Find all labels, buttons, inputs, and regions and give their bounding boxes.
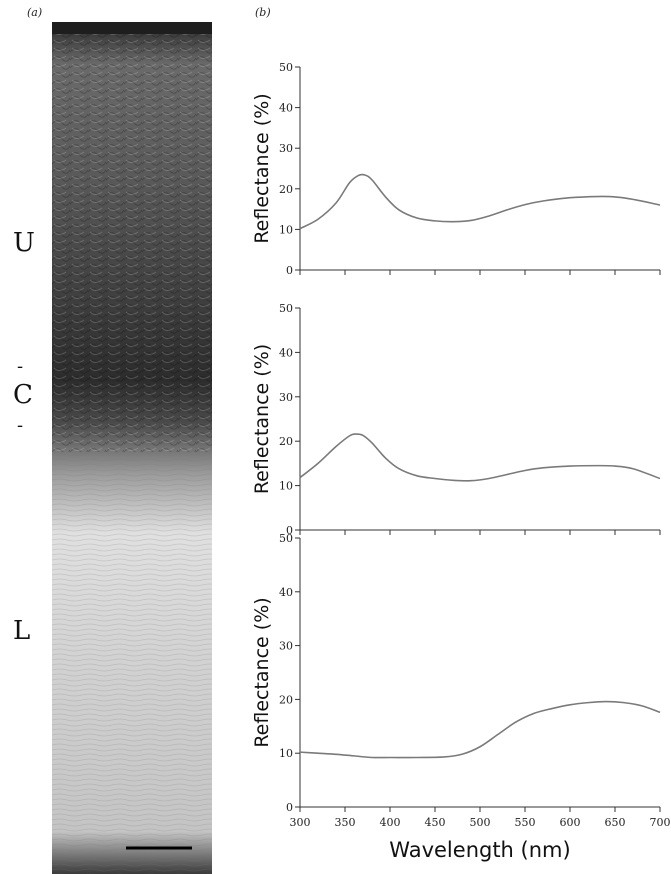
chart-1-series-line xyxy=(299,173,661,230)
chart-3-xtick-label: 500 xyxy=(470,816,491,829)
chart-3-xtick-label: 700 xyxy=(650,816,671,829)
layer-boundary-top: - xyxy=(17,356,24,377)
chart-1-ytick-label: 40 xyxy=(279,102,293,115)
chart-3-ytick-label: 30 xyxy=(279,640,293,653)
chart-3-xtick-label: 400 xyxy=(380,816,401,829)
chart-1-ytick-label: 0 xyxy=(286,264,293,277)
chart-3-ytick-label: 40 xyxy=(279,586,293,599)
chart-1-ytick-label: 50 xyxy=(279,61,293,74)
panel-b-label: (b) xyxy=(255,6,271,19)
chart-3-xtick-label: 550 xyxy=(515,816,536,829)
micrograph-image xyxy=(52,22,212,874)
chart-2-ytick-label: 10 xyxy=(279,480,293,493)
layer-label-lower: L xyxy=(13,616,31,646)
chart-2-ytick-label: 20 xyxy=(279,435,293,448)
layer-boundary-bottom: - xyxy=(17,415,24,436)
chart-3-ytick-label: 10 xyxy=(279,747,293,760)
chart-3-xtick-label: 300 xyxy=(290,816,311,829)
chart-2-series-line xyxy=(299,433,661,482)
chart-3-series-line xyxy=(299,700,661,759)
chart-3-xtick-label: 650 xyxy=(605,816,626,829)
chart-2-ylabel: Reflectance (%) xyxy=(251,344,273,494)
chart-3-xtick-label: 350 xyxy=(335,816,356,829)
chart-2-ytick-label: 30 xyxy=(279,391,293,404)
chart-3-ytick-label: 50 xyxy=(279,532,293,545)
layer-label-upper: U xyxy=(13,228,35,258)
chart-2-ytick-label: 40 xyxy=(279,346,293,359)
layer-label-central: C xyxy=(13,380,33,410)
chart-3-xtick-label: 450 xyxy=(425,816,446,829)
chart-3-xtick-label: 600 xyxy=(560,816,581,829)
panel-a-label: (a) xyxy=(27,6,43,19)
chart-1-ytick-label: 20 xyxy=(279,183,293,196)
chart-2-ytick-label: 0 xyxy=(286,524,293,537)
chart-1-ytick-label: 30 xyxy=(279,142,293,155)
chart-3-ylabel: Reflectance (%) xyxy=(251,597,273,747)
chart-1-ylabel: Reflectance (%) xyxy=(251,93,273,243)
chart-3-ytick-label: 20 xyxy=(279,693,293,706)
chart-3-ytick-label: 0 xyxy=(286,801,293,814)
chart-3-xlabel: Wavelength (nm) xyxy=(389,838,570,862)
chart-2-ytick-label: 50 xyxy=(279,302,293,315)
chart-1-ytick-label: 10 xyxy=(279,223,293,236)
